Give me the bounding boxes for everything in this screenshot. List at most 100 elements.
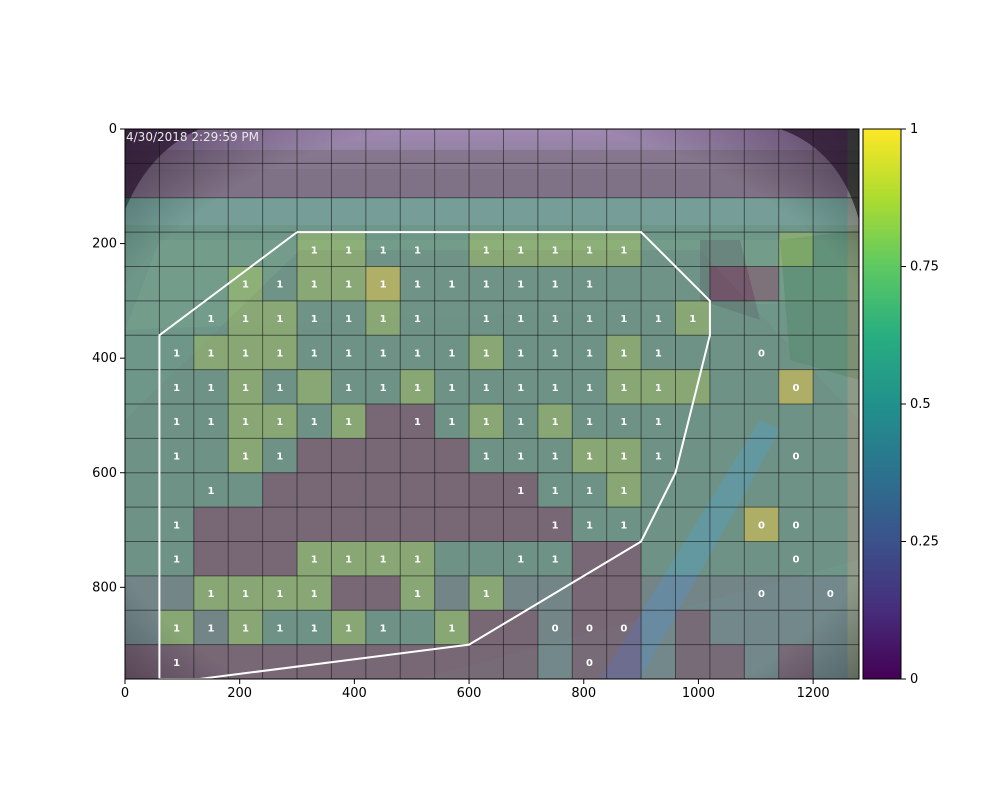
heatmap-cell [676, 610, 710, 644]
heatmap-cell [159, 163, 193, 197]
heatmap-cell [435, 232, 469, 266]
heatmap-cell [331, 163, 365, 197]
heatmap-cell [400, 473, 434, 507]
heatmap-cell [779, 335, 813, 369]
cell-value-label: 1 [517, 486, 524, 497]
heatmap-cell [297, 370, 331, 404]
heatmap-cell [744, 473, 778, 507]
cell-value-label: 1 [483, 245, 490, 256]
heatmap-cell [297, 198, 331, 232]
heatmap-cell [194, 438, 228, 472]
heatmap-cell [710, 129, 744, 163]
heatmap-cell [435, 163, 469, 197]
cell-value-label: 0 [827, 589, 834, 600]
cell-value-label: 1 [517, 383, 524, 394]
cell-value-label: 1 [208, 348, 215, 359]
x-tick-label: 1200 [797, 686, 830, 701]
heatmap-cell [676, 473, 710, 507]
heatmap-cell [813, 335, 847, 369]
heatmap-cell [263, 542, 297, 576]
cell-value-label: 1 [414, 314, 421, 325]
heatmap-cell [435, 542, 469, 576]
heatmap-cell [676, 576, 710, 610]
heatmap-cell [125, 542, 159, 576]
cell-value-label: 1 [414, 348, 421, 359]
cell-value-label: 1 [448, 623, 455, 634]
heatmap-cell [503, 198, 537, 232]
heatmap-cell [607, 267, 641, 301]
cell-value-label: 1 [276, 383, 283, 394]
heatmap-cell [813, 370, 847, 404]
heatmap-cell [400, 610, 434, 644]
cell-value-label: 1 [311, 348, 318, 359]
heatmap-cell [297, 129, 331, 163]
cell-value-label: 1 [276, 314, 283, 325]
cell-value-label: 1 [173, 623, 180, 634]
cell-value-label: 1 [586, 486, 593, 497]
heatmap-cell [297, 473, 331, 507]
heatmap-cell [400, 129, 434, 163]
heatmap-cell [469, 542, 503, 576]
cell-value-label: 0 [758, 348, 765, 359]
heatmap-cell [228, 507, 262, 541]
cell-value-label: 1 [586, 452, 593, 463]
cell-value-label: 1 [483, 348, 490, 359]
heatmap-cell [503, 576, 537, 610]
heatmap-cell [813, 404, 847, 438]
y-axis: 0200400600800 [92, 122, 125, 595]
heatmap-cell [469, 198, 503, 232]
heatmap-cell [779, 301, 813, 335]
heatmap-cell [676, 163, 710, 197]
heatmap-cell [813, 198, 847, 232]
cell-value-label: 1 [345, 280, 352, 291]
heatmap-cell [813, 232, 847, 266]
cell-value-label: 1 [345, 417, 352, 428]
heatmap-cell [400, 507, 434, 541]
cell-value-label: 0 [792, 555, 799, 566]
cell-value-label: 1 [586, 520, 593, 531]
heatmap-cell [503, 507, 537, 541]
heatmap-cell [710, 576, 744, 610]
heatmap-cell [676, 370, 710, 404]
heatmap-cell [503, 129, 537, 163]
cell-value-label: 1 [586, 314, 593, 325]
cell-value-label: 1 [380, 348, 387, 359]
heatmap-cell [813, 645, 847, 679]
heatmap-cell [744, 129, 778, 163]
cell-value-label: 1 [242, 348, 249, 359]
y-tick-label: 600 [92, 466, 117, 481]
heatmap-cell [228, 198, 262, 232]
cell-value-label: 1 [414, 555, 421, 566]
cell-value-label: 1 [242, 280, 249, 291]
heatmap-cell [538, 163, 572, 197]
heatmap-cell [744, 610, 778, 644]
heatmap-cell [125, 576, 159, 610]
heatmap-cell [744, 267, 778, 301]
cell-value-label: 1 [345, 623, 352, 634]
cell-value-label: 1 [586, 245, 593, 256]
cell-value-label: 1 [552, 555, 559, 566]
cell-value-label: 1 [345, 555, 352, 566]
heatmap-cell [813, 301, 847, 335]
heatmap-cell [710, 232, 744, 266]
heatmap-cell [194, 542, 228, 576]
heatmap-cell [159, 232, 193, 266]
colorbar-tick-label: 0.75 [910, 260, 939, 275]
cell-value-label: 1 [276, 280, 283, 291]
cell-value-label: 0 [620, 623, 627, 634]
cell-value-label: 1 [173, 348, 180, 359]
heatmap-cell [744, 198, 778, 232]
heatmap-cell [125, 301, 159, 335]
cell-value-label: 1 [380, 280, 387, 291]
cell-value-label: 0 [758, 520, 765, 531]
heatmap-cell [813, 438, 847, 472]
heatmap-cell [263, 232, 297, 266]
heatmap-cell [676, 232, 710, 266]
heatmap-cell [779, 576, 813, 610]
cell-value-label: 0 [792, 520, 799, 531]
heatmap-cell [744, 438, 778, 472]
heatmap-cell [641, 610, 675, 644]
heatmap-cell [744, 542, 778, 576]
heatmap-cell [503, 645, 537, 679]
cell-value-label: 1 [483, 452, 490, 463]
